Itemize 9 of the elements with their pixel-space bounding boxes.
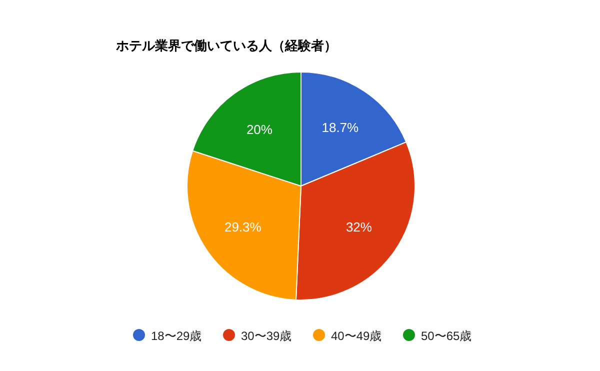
data-label: 32% — [346, 219, 372, 234]
legend-label: 40〜49歳 — [331, 329, 382, 343]
legend-label: 30〜39歳 — [241, 329, 292, 343]
legend-label: 18〜29歳 — [151, 329, 202, 343]
data-label: 29.3% — [224, 219, 262, 234]
legend-label: 50〜65歳 — [421, 329, 472, 343]
data-label: 20% — [246, 122, 273, 137]
chart-title: ホテル業界で働いている人（経験者） — [115, 38, 337, 53]
data-label: 18.7% — [322, 120, 360, 136]
